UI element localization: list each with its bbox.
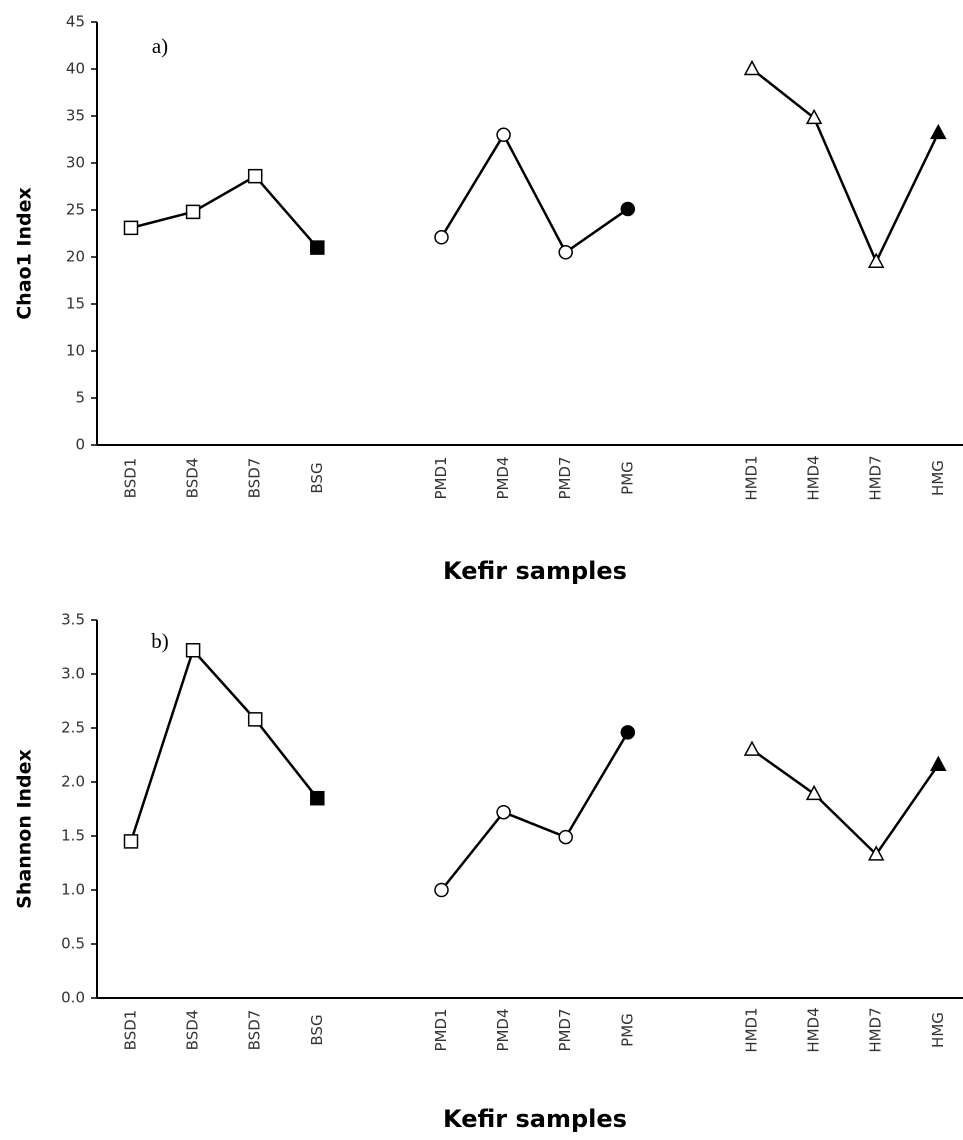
x-tick-label: HMD4 xyxy=(805,1007,823,1052)
marker-triangle xyxy=(805,784,823,801)
marker-square xyxy=(310,790,325,806)
marker-circle xyxy=(434,882,449,898)
y-tick-label: 1.0 xyxy=(61,881,85,899)
x-tick-label: PMD4 xyxy=(494,456,512,499)
y-axis-title: Shannon Index xyxy=(14,749,36,909)
series-line xyxy=(440,731,629,891)
y-tick-label: 0 xyxy=(75,436,85,454)
x-tick-label: PMG xyxy=(618,461,636,495)
annotation: b) xyxy=(151,629,169,653)
y-tick-label: 45 xyxy=(66,13,85,31)
x-tick-label: PMG xyxy=(618,1013,636,1047)
marker-circle xyxy=(620,725,636,740)
marker-square xyxy=(185,204,201,220)
x-tick-label: BSG xyxy=(308,1014,326,1045)
marker-triangle xyxy=(930,123,947,140)
marker-triangle xyxy=(930,755,947,771)
y-tick-label: 10 xyxy=(66,342,85,360)
marker-triangle xyxy=(743,59,761,76)
series-line xyxy=(129,647,319,842)
marker-square xyxy=(123,834,139,849)
x-tick-label: HMD1 xyxy=(743,455,761,500)
marker-circle xyxy=(620,201,636,217)
marker-circle xyxy=(496,804,511,820)
y-tick-label: 25 xyxy=(66,201,85,219)
y-tick-label: 15 xyxy=(66,295,85,313)
marker-circle xyxy=(558,245,573,260)
marker-triangle xyxy=(867,252,885,268)
series-line xyxy=(751,748,940,857)
y-tick-label: 2.5 xyxy=(61,719,85,737)
y-tick-label: 3.0 xyxy=(61,665,85,683)
x-tick-label: HMD7 xyxy=(867,1007,885,1052)
marker-triangle xyxy=(867,845,885,861)
x-tick-label: PMD1 xyxy=(432,1008,450,1051)
marker-triangle xyxy=(805,108,823,125)
x-tick-label: HMG xyxy=(929,460,947,496)
x-tick-label: PMD7 xyxy=(556,1008,574,1051)
series-line xyxy=(751,68,940,265)
marker-square xyxy=(247,712,263,727)
x-tick-label: BSD4 xyxy=(184,458,202,499)
marker-circle xyxy=(558,829,573,845)
x-tick-label: BSD4 xyxy=(184,1010,202,1051)
x-tick-label: BSD1 xyxy=(122,1010,140,1051)
marker-triangle xyxy=(743,740,761,756)
x-axis-title: Kefir samples xyxy=(443,1105,627,1133)
series-line xyxy=(440,132,629,255)
x-tick-label: HMD4 xyxy=(805,455,823,500)
x-tick-label: BSG xyxy=(308,462,326,493)
marker-circle xyxy=(434,230,449,245)
marker-square xyxy=(247,168,263,184)
marker-square xyxy=(123,220,139,236)
y-tick-label: 30 xyxy=(66,154,85,172)
y-axis-title: Chao1 Index xyxy=(14,187,36,320)
marker-circle xyxy=(496,127,511,143)
x-tick-label: BSD7 xyxy=(246,458,264,499)
x-tick-label: HMD1 xyxy=(743,1007,761,1052)
x-tick-label: BSD1 xyxy=(122,458,140,499)
marker-square xyxy=(185,642,201,658)
y-tick-label: 2.0 xyxy=(61,773,85,791)
y-tick-label: 40 xyxy=(66,60,85,78)
x-tick-label: HMG xyxy=(929,1012,947,1048)
y-tick-label: 0.0 xyxy=(61,989,85,1007)
x-tick-label: PMD4 xyxy=(494,1008,512,1051)
x-tick-label: PMD7 xyxy=(556,456,574,499)
x-tick-label: PMD1 xyxy=(432,456,450,499)
x-axis-title: Kefir samples xyxy=(443,557,627,585)
y-tick-label: 3.5 xyxy=(61,611,85,629)
marker-square xyxy=(310,240,325,255)
series-line xyxy=(130,174,319,249)
x-tick-label: BSD7 xyxy=(246,1010,264,1051)
y-tick-label: 1.5 xyxy=(61,827,85,845)
x-tick-label: HMD7 xyxy=(867,455,885,500)
annotation: a) xyxy=(152,34,168,58)
y-tick-label: 0.5 xyxy=(61,935,85,953)
y-tick-label: 5 xyxy=(75,389,85,407)
y-tick-label: 35 xyxy=(66,107,85,125)
y-tick-label: 20 xyxy=(66,248,85,266)
